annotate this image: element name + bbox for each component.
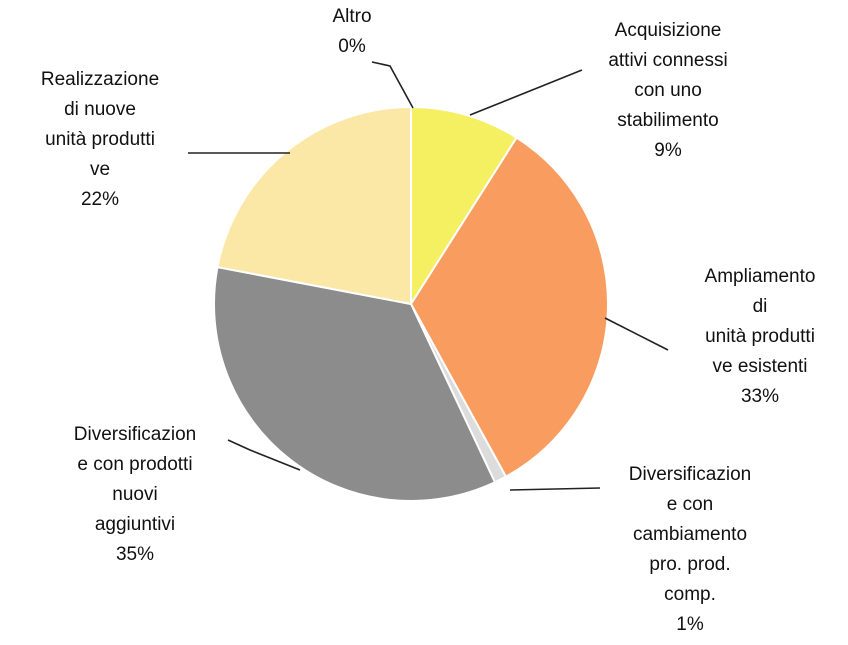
leader-line xyxy=(371,61,414,109)
slice-label: Altro xyxy=(332,6,371,27)
value-label: 0% xyxy=(338,36,366,57)
value-label: 35% xyxy=(116,544,154,565)
value-label: 33% xyxy=(741,386,779,407)
leader-line xyxy=(509,487,601,491)
leader-line xyxy=(227,439,301,471)
pie-slice xyxy=(213,265,497,502)
value-label: 22% xyxy=(81,189,119,210)
leader-line xyxy=(469,69,583,116)
value-label: 1% xyxy=(676,614,704,635)
pie-slice xyxy=(410,105,518,308)
slice-label: Acquisizione attivi connessi con uno stabil… xyxy=(608,20,727,131)
slice-label: Realizzazione di nuove unità produtti ve xyxy=(41,69,159,180)
slice-label: Ampliamento di unità produtti ve esistenti xyxy=(705,266,816,377)
leader-line xyxy=(604,317,669,351)
slice-label: Diversificazion e con cambiamento pro. prod… xyxy=(629,464,751,605)
slice-label: Diversificazion e con prodotti nuovi aggiun… xyxy=(74,424,196,535)
value-label: 9% xyxy=(654,140,682,161)
